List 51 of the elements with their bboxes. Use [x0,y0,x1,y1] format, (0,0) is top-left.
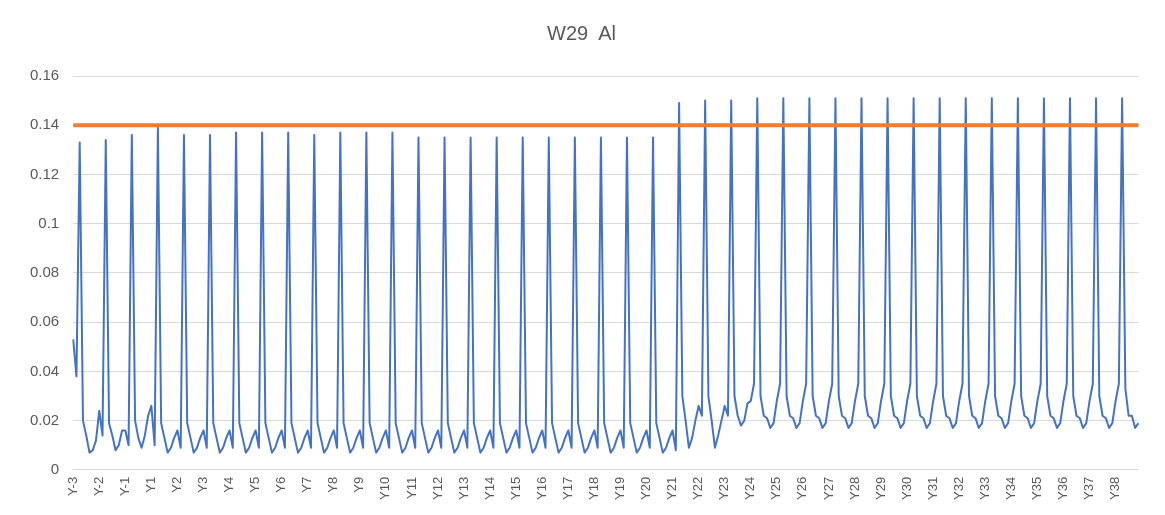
x-tick-label: Y14 [481,476,497,501]
x-tick-label: Y32 [950,476,966,501]
y-tick-label: 0 [50,460,60,478]
x-tick-label: Y19 [612,476,628,501]
x-tick-label: Y-1 [116,476,132,496]
x-tick-label: Y36 [1055,476,1071,501]
chart-title: W29 Al [547,21,616,44]
x-tick-label: Y25 [768,476,784,501]
x-tick-label: Y8 [325,476,341,493]
x-tick-label: Y13 [455,476,471,501]
y-tick-label: 0.16 [29,66,60,84]
x-tick-label: Y3 [195,476,211,493]
x-tick-label: Y1 [142,476,158,493]
x-tick-label: Y22 [690,476,706,501]
x-tick-label: Y18 [585,476,601,501]
x-tick-label: Y6 [273,476,289,493]
y-tick-label: 0.04 [29,361,60,379]
x-tick-label: Y35 [1029,476,1044,501]
x-tick-label: Y7 [299,476,315,493]
x-tick-label: Y30 [898,476,914,501]
x-tick-label: Y34 [1002,476,1018,501]
x-tick-label: Y31 [924,476,940,501]
y-tick-label: 0.06 [29,312,60,330]
x-tick-label: Y26 [794,476,810,501]
x-tick-label: Y38 [1107,476,1123,501]
x-tick-label: Y9 [351,476,367,493]
x-tick-label: Y24 [742,476,758,501]
y-tick-label: 0.12 [29,164,60,182]
y-tick-label: 0.14 [29,115,60,133]
x-tick-label: Y2 [169,476,185,493]
y-tick-label: 0.02 [29,410,60,428]
x-tick-label: Y5 [247,476,263,493]
x-tick-label: Y-3 [64,476,80,496]
x-tick-label: Y21 [664,476,680,501]
x-tick-label: Y11 [403,476,419,500]
x-tick-label: Y33 [976,476,992,501]
x-tick-label: Y-2 [90,476,106,496]
x-tick-label: Y23 [716,476,732,501]
x-tick-label: Y28 [846,476,862,501]
x-tick-label: Y27 [820,476,836,501]
x-tick-label: Y20 [638,476,654,501]
x-tick-label: Y12 [429,476,445,501]
x-tick-label: Y29 [872,476,888,501]
x-tick-label: Y17 [559,476,575,501]
x-tick-label: Y15 [507,476,523,501]
y-tick-label: 0.1 [38,213,60,231]
y-tick-label: 0.08 [29,263,60,281]
x-tick-label: Y37 [1081,476,1097,501]
x-tick-label: Y10 [377,476,393,501]
x-tick-label: Y4 [221,476,237,493]
x-tick-label: Y16 [533,476,549,501]
